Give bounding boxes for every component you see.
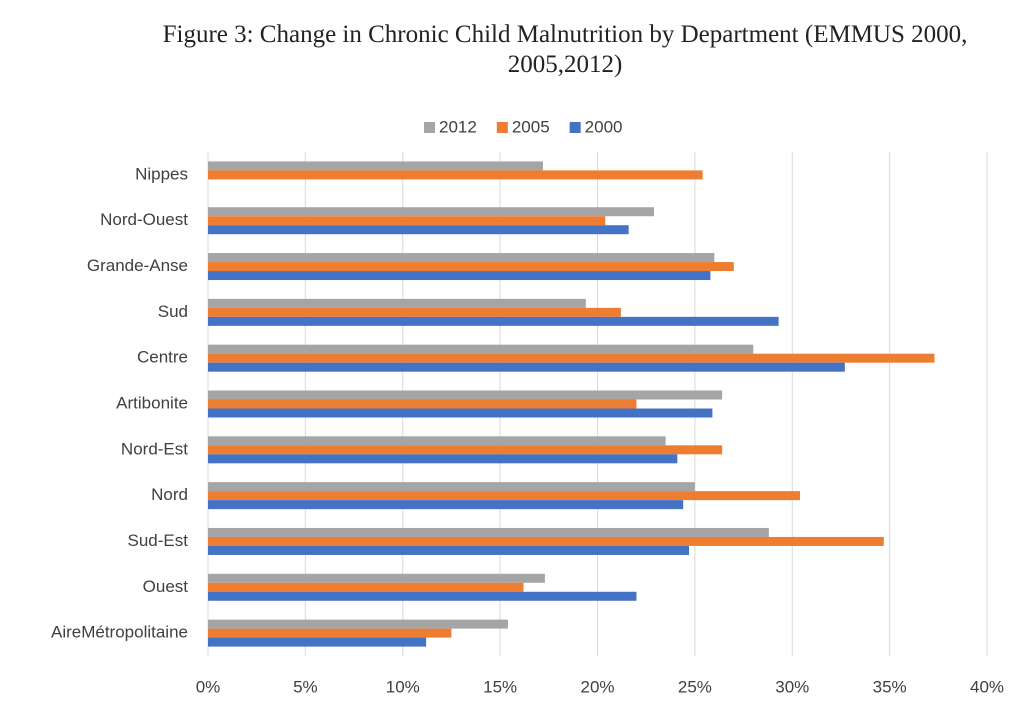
bar [208,298,586,308]
chart-title: Figure 3: Change in Chronic Child Malnut… [162,21,968,78]
bar [208,207,654,217]
bar [208,271,711,281]
x-tick-label: 40% [970,677,1004,696]
bar [208,591,637,601]
x-tick-label: 30% [775,677,809,696]
bar [208,408,713,418]
y-tick-label: Nord [151,485,188,504]
x-tick-label: 25% [678,677,712,696]
bar [208,619,508,629]
bar [208,262,734,272]
bar [208,500,684,510]
y-tick-label: Sud-Est [128,531,189,550]
bar [208,637,427,647]
bar [208,353,935,363]
x-tick-label: 35% [873,677,907,696]
x-tick-label: 5% [293,677,318,696]
bar [208,545,690,555]
bar [208,628,452,638]
bar [208,390,723,400]
bar [208,491,801,501]
bar [208,436,666,446]
bar [208,454,678,464]
y-tick-label: Nord-Est [121,439,188,458]
bar [208,399,637,409]
y-tick-label: Ouest [143,577,189,596]
bar [208,582,524,592]
bar [208,344,754,354]
bar [208,161,543,171]
y-tick-label: Nippes [135,164,188,183]
x-tick-label: 0% [196,677,221,696]
bar [208,225,629,235]
bar [208,362,845,372]
bar [208,445,723,455]
bar [208,573,545,583]
bar [208,170,703,180]
y-tick-label: Artibonite [116,393,188,412]
bar [208,536,884,546]
bar [208,316,779,326]
legend-label: 2005 [512,117,550,136]
legend-label: 2000 [585,117,623,136]
bar [208,216,606,226]
x-tick-label: 15% [483,677,517,696]
legend-swatch [569,122,581,133]
bar [208,482,695,492]
bar [208,527,769,537]
x-tick-label: 10% [386,677,420,696]
y-tick-label: Nord-Ouest [100,210,188,229]
bar [208,253,715,263]
legend-label: 2012 [439,117,477,136]
y-tick-label: AireMétropolitaine [51,623,188,642]
legend-swatch [424,122,435,133]
y-tick-label: Sud [158,302,188,321]
y-tick-label: Centre [137,348,188,367]
bar [208,307,621,317]
y-tick-label: Grande-Anse [87,256,188,275]
legend-swatch [496,122,508,133]
x-tick-label: 20% [580,677,614,696]
